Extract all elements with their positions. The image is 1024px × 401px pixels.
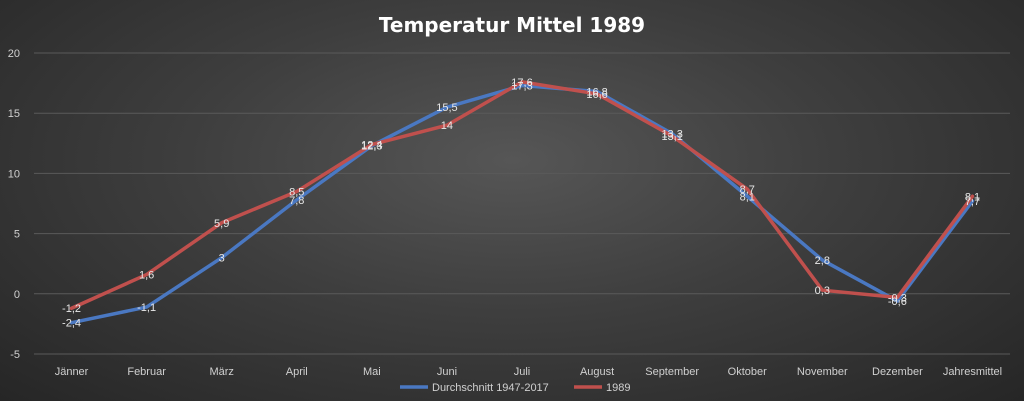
x-tick-label: Jänner	[55, 366, 89, 378]
data-label: -2,4	[62, 318, 81, 330]
data-label: 16,8	[586, 87, 607, 99]
x-tick-label: Mai	[363, 366, 381, 378]
y-tick-label: -5	[10, 349, 20, 361]
data-label: -0,3	[888, 292, 907, 304]
data-label: 8,1	[740, 191, 755, 203]
data-label: 12,3	[361, 141, 382, 153]
legend-entry: 1989	[606, 382, 630, 394]
x-tick-label: Oktober	[728, 366, 767, 378]
data-label: -1,1	[137, 302, 156, 314]
y-tick-label: 0	[14, 289, 20, 301]
x-tick-label: September	[645, 366, 699, 378]
x-tick-label: Juni	[437, 366, 457, 378]
legend: Durchschnitt 1947-2017 1989	[400, 382, 630, 394]
x-tick-label: Dezember	[872, 366, 923, 378]
x-tick-label: März	[209, 366, 233, 378]
data-label: -1,2	[62, 303, 81, 315]
series-line-1	[69, 80, 975, 310]
data-label: 17,6	[511, 77, 532, 89]
data-label: 12,4	[361, 140, 382, 152]
x-axis-ticks: Jänner Februar März April Mai Juni Juli August S…	[55, 366, 1002, 378]
data-label: 8,1	[965, 191, 980, 203]
data-label: 14	[441, 120, 453, 132]
x-tick-label: November	[797, 366, 848, 378]
series-lines	[69, 80, 975, 325]
x-tick-label: Februar	[127, 366, 166, 378]
y-tick-label: 15	[8, 108, 20, 120]
data-label: 7,7	[965, 196, 980, 208]
series-line-0	[69, 83, 975, 325]
x-tick-label: April	[286, 366, 308, 378]
data-label: 1,6	[139, 270, 154, 282]
y-tick-label: 5	[14, 229, 20, 241]
y-axis-ticks: -5 0 5 10 15 20	[8, 48, 20, 361]
y-tick-label: 10	[8, 168, 20, 180]
y-tick-label: 20	[8, 48, 20, 60]
x-tick-label: Juli	[514, 366, 531, 378]
gridlines	[34, 52, 1010, 355]
legend-entry: Durchschnitt 1947-2017	[432, 382, 549, 394]
data-label: 16,6	[586, 89, 607, 101]
data-label: -0,6	[888, 296, 907, 308]
data-label: 8,7	[740, 184, 755, 196]
data-label: 15,5	[436, 102, 457, 114]
x-tick-label: Jahresmittel	[943, 366, 1002, 378]
data-labels: -2,4 -1,1 3 7,8 12,3 15,5 17,3 16,8 13,3 8,1 2,8 -0…	[62, 77, 980, 330]
x-tick-label: August	[580, 366, 614, 378]
data-label: 8,5	[289, 186, 304, 198]
data-label: 3	[219, 253, 225, 265]
data-label: 17,3	[511, 81, 532, 93]
data-label: 7,8	[289, 195, 304, 207]
data-label: 5,9	[214, 218, 229, 230]
data-label: 13,3	[661, 129, 682, 141]
data-label: 0,3	[815, 285, 830, 297]
chart-title: Temperatur Mittel 1989	[379, 13, 645, 37]
data-label: 2,8	[815, 255, 830, 267]
data-label: 13,1	[661, 131, 682, 143]
